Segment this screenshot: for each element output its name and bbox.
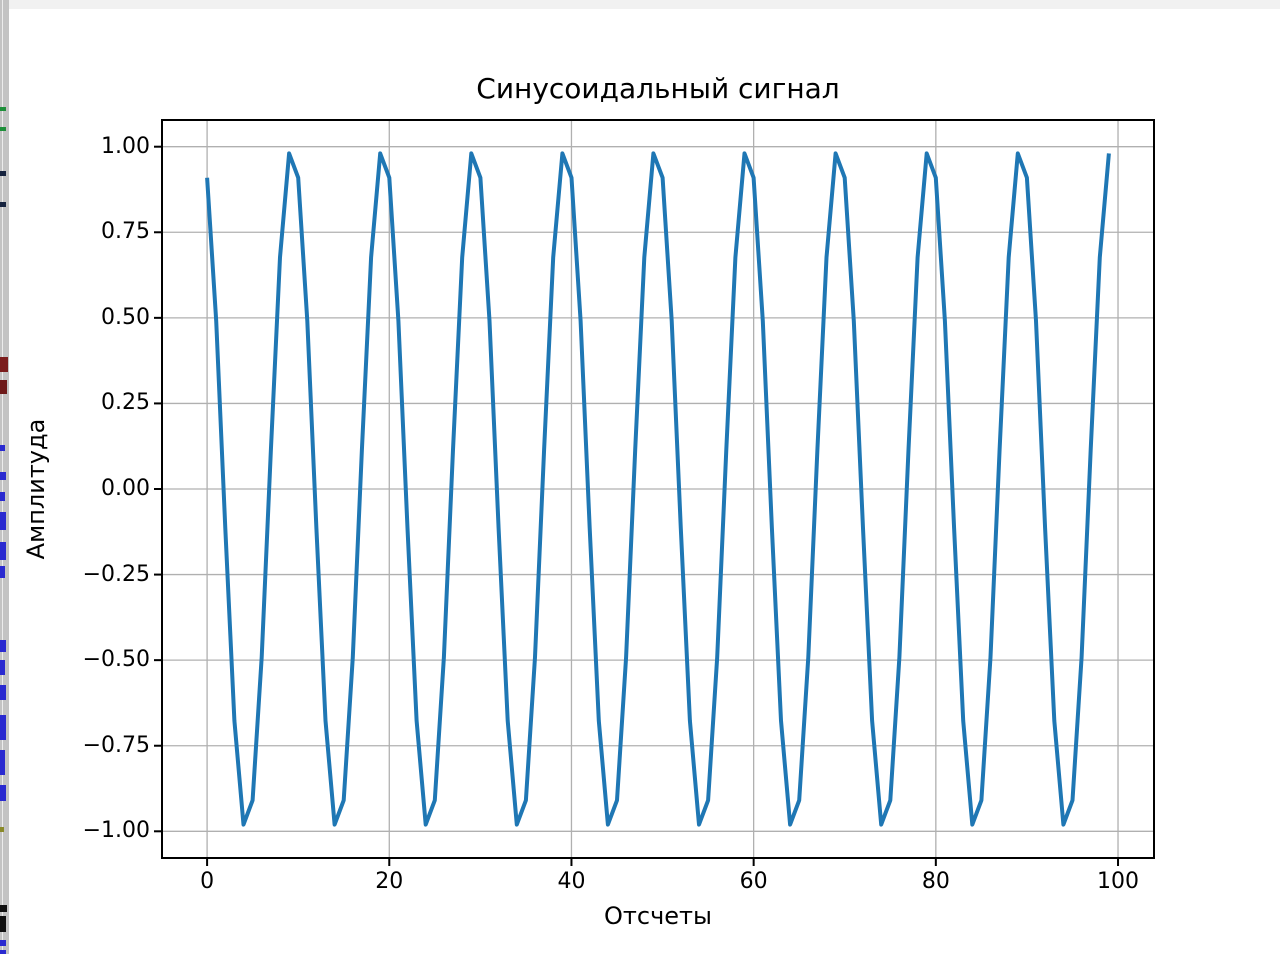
occluded-text-fragment — [0, 827, 4, 832]
occluded-text-fragment — [0, 127, 6, 131]
occluded-text-fragment — [0, 445, 5, 451]
occluded-text-fragment — [0, 357, 8, 372]
y-tick-label: 1.00 — [101, 133, 150, 159]
x-tick-label: 20 — [375, 869, 404, 894]
occluded-text-fragment — [0, 640, 6, 652]
occluded-text-fragment — [0, 715, 6, 740]
y-tick-label: −0.50 — [82, 647, 150, 673]
occluded-text-fragment — [0, 492, 5, 501]
x-tick-label: 80 — [921, 869, 950, 894]
occluded-text-fragment — [0, 542, 6, 560]
y-tick-label: −0.25 — [82, 561, 150, 587]
background-window-edge — [0, 0, 9, 954]
signal-line — [205, 151, 1111, 827]
y-tick-label: 0.25 — [101, 390, 150, 416]
x-tick-label: 100 — [1097, 869, 1140, 894]
x-tick-label: 60 — [739, 869, 768, 894]
occluded-text-fragment — [0, 171, 6, 176]
occluded-text-fragment — [0, 950, 6, 954]
x-tick-label: 0 — [200, 869, 215, 894]
occluded-text-fragment — [0, 916, 6, 932]
y-tick-label: 0.00 — [101, 476, 150, 501]
occluded-text-fragment — [0, 472, 6, 480]
x-tick-label: 40 — [557, 869, 586, 894]
occluded-text-fragment — [0, 685, 6, 700]
occluded-text-fragment — [0, 750, 5, 775]
y-tick-label: −0.75 — [82, 732, 150, 758]
chart-title: Синусоидальный сигнал — [476, 72, 840, 105]
occluded-text-fragment — [0, 107, 6, 111]
occluded-text-fragment — [0, 905, 7, 912]
occluded-text-fragment — [0, 566, 5, 578]
occluded-text-fragment — [0, 940, 6, 946]
occluded-text-fragment — [0, 660, 5, 675]
occluded-text-fragment — [0, 785, 6, 801]
occluded-text-fragment — [0, 202, 6, 207]
y-tick-label: 0.50 — [101, 304, 150, 330]
y-tick-label: −1.00 — [82, 818, 150, 844]
y-tick-label: 0.75 — [101, 219, 150, 245]
occluded-text-fragment — [0, 380, 7, 394]
occluded-text-fragment — [0, 512, 6, 530]
window-top-edge — [0, 0, 1280, 9]
x-axis-label: Отсчеты — [604, 902, 712, 930]
